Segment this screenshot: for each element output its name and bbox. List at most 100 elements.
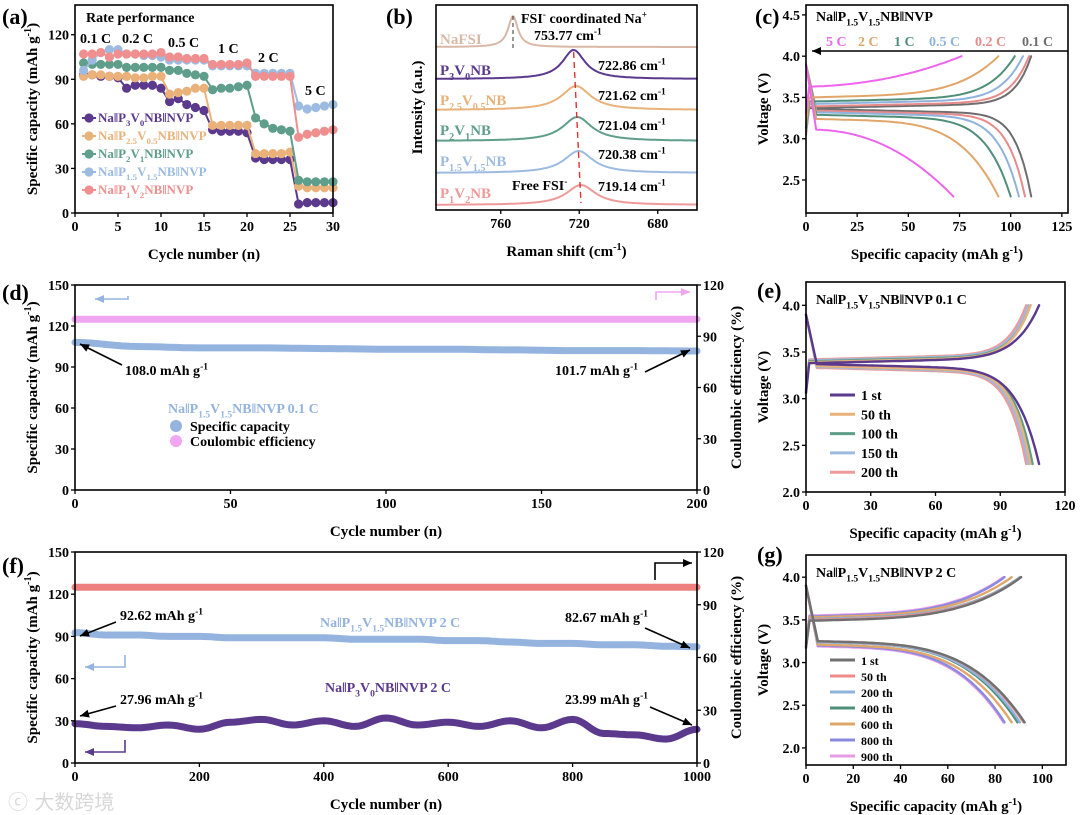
text-span: + [642,10,647,20]
text-span: Free FSI [512,179,564,194]
series [805,55,963,198]
text-span: 120 [48,588,69,603]
text-span: ) [622,244,627,260]
data-point [225,83,235,93]
chart-title: Rate performance [86,11,194,26]
text-span: 2.5 [449,102,462,113]
text-span: 0 [803,220,810,235]
text-span: 0 [803,772,810,787]
text-span: 3.0 [783,133,801,148]
y-tick-label: 30 [55,162,69,177]
text-span: 90 [55,630,69,645]
data-point [216,59,226,70]
x-tick-label: 0 [72,770,79,785]
text-span: 50 [901,220,915,235]
data-point [302,198,312,208]
text-span: Coulombic efficiency (%) [729,306,745,469]
rate-label: 0.2 C [122,32,153,47]
data-point [251,71,261,81]
data-point [233,82,243,92]
data-point [311,102,321,113]
text-span: NB [470,186,491,202]
rate-label: 0.2 C [975,35,1006,50]
text-span: (g) [757,542,783,567]
rate-label: 0.1 C [1022,35,1053,50]
text-span: coordinated Na [546,12,642,27]
text-span: P [440,186,449,202]
x-tick-label: 15 [197,220,211,235]
text-span: NB‖NVP 2 C [384,616,460,631]
text-span: 721.62 cm [598,89,658,104]
text-span: V [130,146,140,161]
text-span: 2.5 [783,439,801,454]
data-point [139,73,149,83]
data-point [216,83,226,93]
text-span: Na‖P [816,566,847,581]
text-span: V [858,293,868,308]
data-point [96,47,106,58]
y-tick-label: 150 [48,279,69,294]
data-point [122,62,132,72]
data-point [190,70,200,80]
data-point [285,71,295,81]
text-span: 2 C [858,35,879,50]
text-span: P [440,93,449,109]
text-span: 2 [140,190,145,200]
panel-g-voltage-profiles [802,554,1067,769]
x-tick-label: 25 [850,220,864,235]
x-tick-label: 200 [189,770,210,785]
x-tick-label: 30 [864,499,878,514]
data-point [268,123,278,133]
text-span: 120 [1055,499,1076,514]
text-span: 23.99 mAh g [565,693,640,708]
axis-arrow-right [655,288,690,300]
data-point [147,49,157,59]
text-span: NB [485,93,506,109]
data-point [113,71,123,81]
text-span: 60 [941,772,955,787]
text-span: 1.5 [846,574,858,584]
series-label: Na‖P3V0NB‖NVP 2 C [325,681,451,699]
data-point [130,80,140,90]
data-point [113,49,123,59]
data-point [165,65,175,75]
text-span: 2.0 [783,486,801,501]
text-span: 100 [1000,220,1021,235]
x-tick-label: 120 [1055,499,1076,514]
sample-label: P1V2NB [440,186,491,206]
text-span: V [454,123,465,139]
series-band [71,338,701,355]
text-span: 1.5 [868,574,880,584]
text-span: FSI [521,12,543,27]
y-tick-label: 3.5 [783,91,801,106]
text-span: 60 [55,673,69,688]
rate-label: 2 C [258,51,279,66]
data-point [122,71,132,81]
data-point [276,148,286,159]
data-point [294,132,304,142]
data-point [165,52,175,62]
y-axis-label: Voltage (V) [756,624,772,696]
text-span: 1.5 [126,172,138,182]
y-tick-label: 60 [55,402,69,417]
text-span: Na‖P [98,182,126,197]
text-span: -1 [23,28,34,37]
data-point [147,71,157,81]
legend-label: 400 th [861,702,893,716]
legend-label: 150 th [861,447,898,462]
data-point [242,80,252,90]
y-tick-label: 0 [62,484,69,499]
y-tick-label: 2.5 [783,439,801,454]
panel-a-rate-performance [71,4,338,217]
text-span: ) [25,571,41,576]
text-span: NB‖NVP [880,10,933,25]
text-span: 50 th [861,408,891,423]
text-span: (b) [386,4,413,29]
text-span: NB‖NVP [144,182,193,197]
plot-frame [805,554,1067,766]
sample-label: P3V0NB [440,63,491,83]
text-span: V [462,93,473,109]
legend-label: Na‖P1.5V1.5NB‖NVP [98,164,207,182]
y-tick-label: 4.5 [783,9,801,24]
